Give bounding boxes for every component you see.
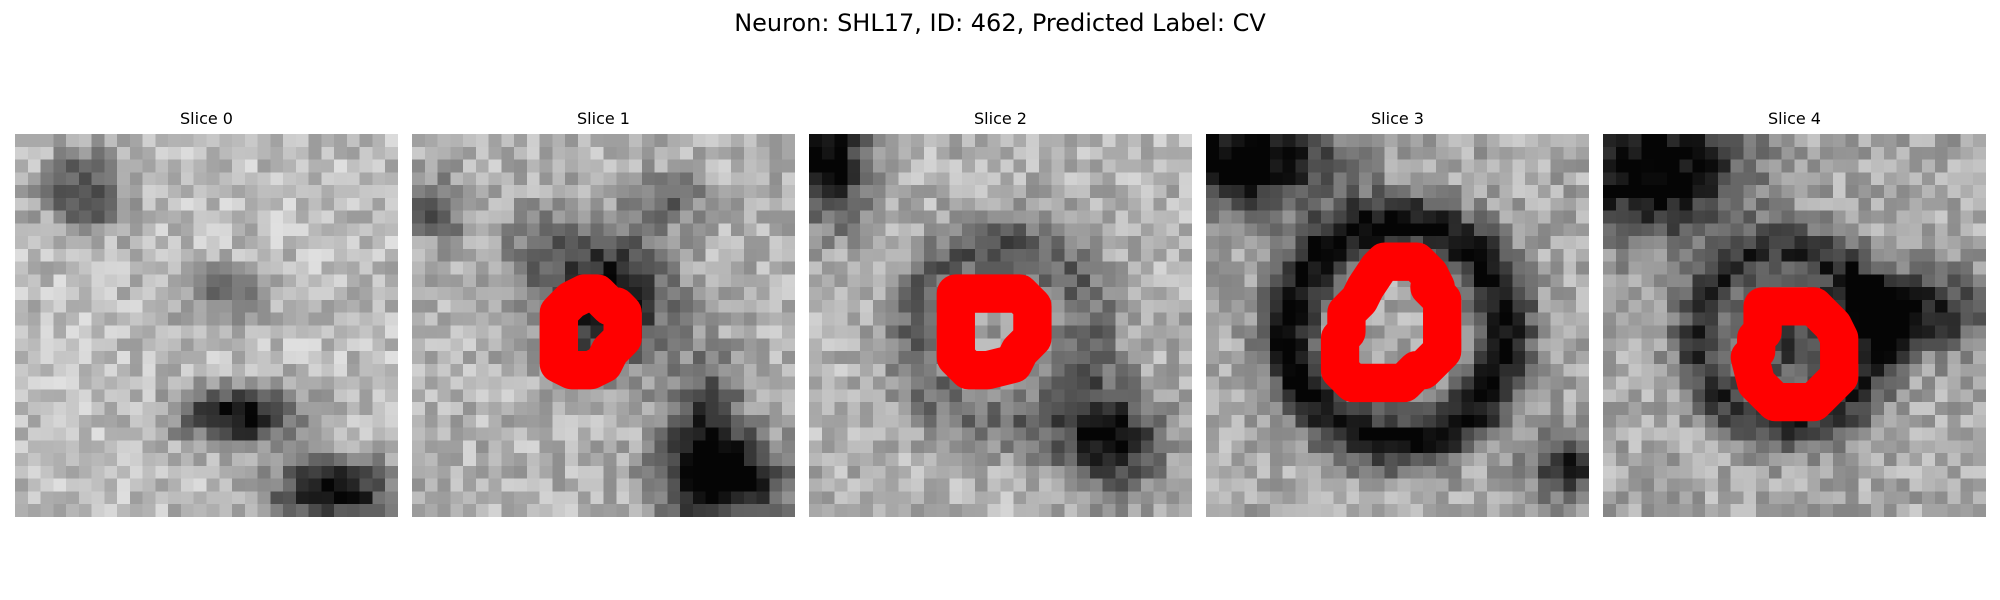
slice-title-2: Slice 2 <box>809 108 1192 130</box>
figure-title: Neuron: SHL17, ID: 462, Predicted Label:… <box>0 8 2000 38</box>
slice-panel-3: Slice 3 <box>1206 108 1589 518</box>
slice-image-2 <box>809 134 1192 517</box>
slice-title-4: Slice 4 <box>1603 108 1986 130</box>
slice-image-4 <box>1603 134 1986 517</box>
slice-title-3: Slice 3 <box>1206 108 1589 130</box>
slice-title-0: Slice 0 <box>15 108 398 130</box>
slice-panel-4: Slice 4 <box>1603 108 1986 518</box>
slice-image-1 <box>412 134 795 517</box>
slice-image-3 <box>1206 134 1589 517</box>
slice-panel-0: Slice 0 <box>15 108 398 518</box>
slice-panel-2: Slice 2 <box>809 108 1192 518</box>
slice-panel-1: Slice 1 <box>412 108 795 518</box>
slice-title-1: Slice 1 <box>412 108 795 130</box>
slice-image-0 <box>15 134 398 517</box>
